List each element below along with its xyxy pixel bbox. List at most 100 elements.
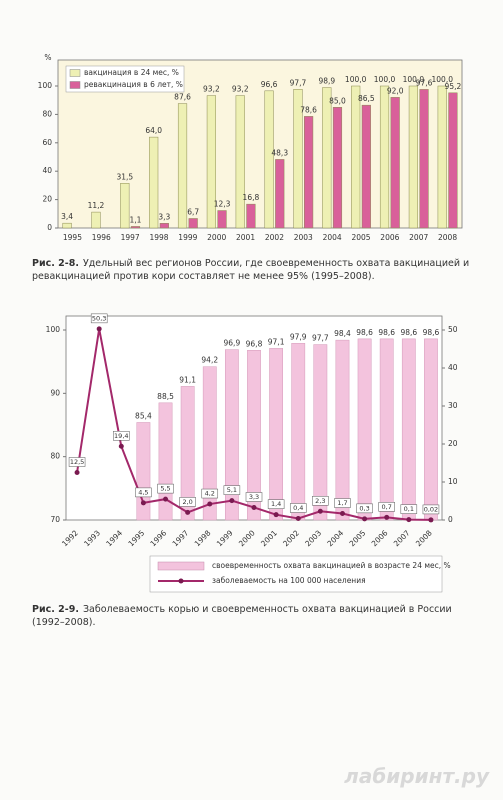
value-label: 64,0 <box>145 126 162 135</box>
legend-swatch <box>69 81 81 89</box>
legend-label: ревакцинация в 6 лет, % <box>84 80 183 89</box>
value-label: 97,9 <box>290 332 307 341</box>
x-tick-label: 2008 <box>414 528 434 548</box>
bar <box>357 338 372 521</box>
x-tick-label: 1995 <box>126 528 146 548</box>
label-box <box>422 504 440 515</box>
label-box <box>135 487 152 498</box>
value-label: 85,0 <box>329 96 346 105</box>
value-label: 96,9 <box>224 339 241 348</box>
x-tick-label: 1995 <box>63 233 82 242</box>
label-box <box>179 497 196 507</box>
point <box>362 516 368 522</box>
bar <box>379 85 390 229</box>
y-tick-label: 100 <box>46 325 61 334</box>
value-label: 2,3 <box>315 497 325 505</box>
x-tick-label: 2005 <box>351 233 370 242</box>
value-label: 93,2 <box>203 85 220 94</box>
value-label: 11,2 <box>88 201 105 210</box>
value-label: 100,0 <box>432 75 454 84</box>
watermark: лабиринт.ру <box>344 764 489 788</box>
value-label: 4,5 <box>138 488 148 496</box>
y-tick-label: 90 <box>50 388 60 397</box>
y-tick-label: 70 <box>50 515 60 524</box>
bar <box>224 349 239 521</box>
value-label: 2,0 <box>182 498 192 506</box>
value-label: 0,1 <box>404 505 414 513</box>
x-tick-label: 1996 <box>148 528 168 548</box>
y-tick-label: 80 <box>50 452 60 461</box>
value-label: 50,3 <box>92 314 106 322</box>
label-box <box>312 496 329 506</box>
x-tick-label: 2003 <box>303 528 323 548</box>
y-tick-label: 40 <box>42 166 52 175</box>
bar <box>390 97 400 229</box>
bar <box>188 218 198 229</box>
value-label: 93,2 <box>232 85 249 94</box>
legend-swatch <box>69 69 81 77</box>
bar <box>246 203 256 229</box>
point <box>207 501 213 507</box>
point <box>229 498 235 504</box>
value-label: 78,6 <box>300 105 317 114</box>
label-box <box>223 485 241 495</box>
x-tick-label: 1999 <box>215 528 235 548</box>
x-tick-label: 1999 <box>178 233 197 242</box>
value-label: 100,0 <box>403 75 425 84</box>
value-label: 98,4 <box>334 329 351 338</box>
label-box <box>334 498 351 508</box>
value-label: 48,3 <box>271 148 288 157</box>
legend-box <box>65 65 185 93</box>
label-box <box>289 503 307 513</box>
caption-text: Заболеваемость корью и своевременность о… <box>32 604 452 628</box>
bar <box>206 95 216 229</box>
value-label: 19,4 <box>114 432 128 440</box>
label-box <box>267 499 285 509</box>
bar <box>322 87 332 229</box>
x-tick-label: 2007 <box>392 528 412 548</box>
point <box>406 517 412 523</box>
legend-swatch <box>157 561 205 571</box>
y2-tick-label: 30 <box>448 401 458 410</box>
bar <box>313 344 328 521</box>
y-tick-label: 80 <box>42 109 52 118</box>
value-label: 0,3 <box>359 504 369 512</box>
y-tick-label: 20 <box>42 195 52 204</box>
bar <box>275 159 285 229</box>
y2-tick-label: 50 <box>448 325 458 334</box>
bar <box>437 85 447 229</box>
x-tick-label: 2002 <box>281 528 301 548</box>
legend-label: заболеваемость на 100 000 населения <box>212 576 366 585</box>
bar <box>247 350 261 521</box>
bar <box>419 89 429 229</box>
bar <box>293 89 303 229</box>
value-label: 95,2 <box>445 82 462 91</box>
point <box>74 470 80 475</box>
y-tick-label: 0 <box>47 223 52 232</box>
point <box>96 326 102 332</box>
value-label: 87,6 <box>174 93 191 102</box>
value-label: 94,2 <box>201 356 218 365</box>
legend-box <box>149 555 443 593</box>
value-label: 98,6 <box>356 328 373 337</box>
bar <box>264 90 274 229</box>
bar <box>332 107 343 229</box>
label-box <box>400 504 418 514</box>
caption-label: Рис. 2-9. <box>32 604 79 615</box>
caption-label: Рис. 2-8. <box>32 258 79 269</box>
caption-2: Рис. 2-9. Заболеваемость корью и своеврем… <box>32 603 472 629</box>
x-tick-label: 2001 <box>259 528 279 548</box>
bar <box>361 104 371 229</box>
value-label: 1,7 <box>337 499 347 507</box>
bar <box>335 339 350 521</box>
y2-tick-label: 0 <box>448 515 453 524</box>
value-label: 1,1 <box>130 215 142 224</box>
point <box>163 496 169 502</box>
x-tick-label: 1998 <box>193 528 213 548</box>
y-tick-label: 60 <box>42 138 52 147</box>
point <box>273 512 279 518</box>
x-tick-label: 2000 <box>237 528 257 548</box>
x-tick-label: 2005 <box>348 528 368 548</box>
x-tick-label: 2007 <box>409 233 428 242</box>
